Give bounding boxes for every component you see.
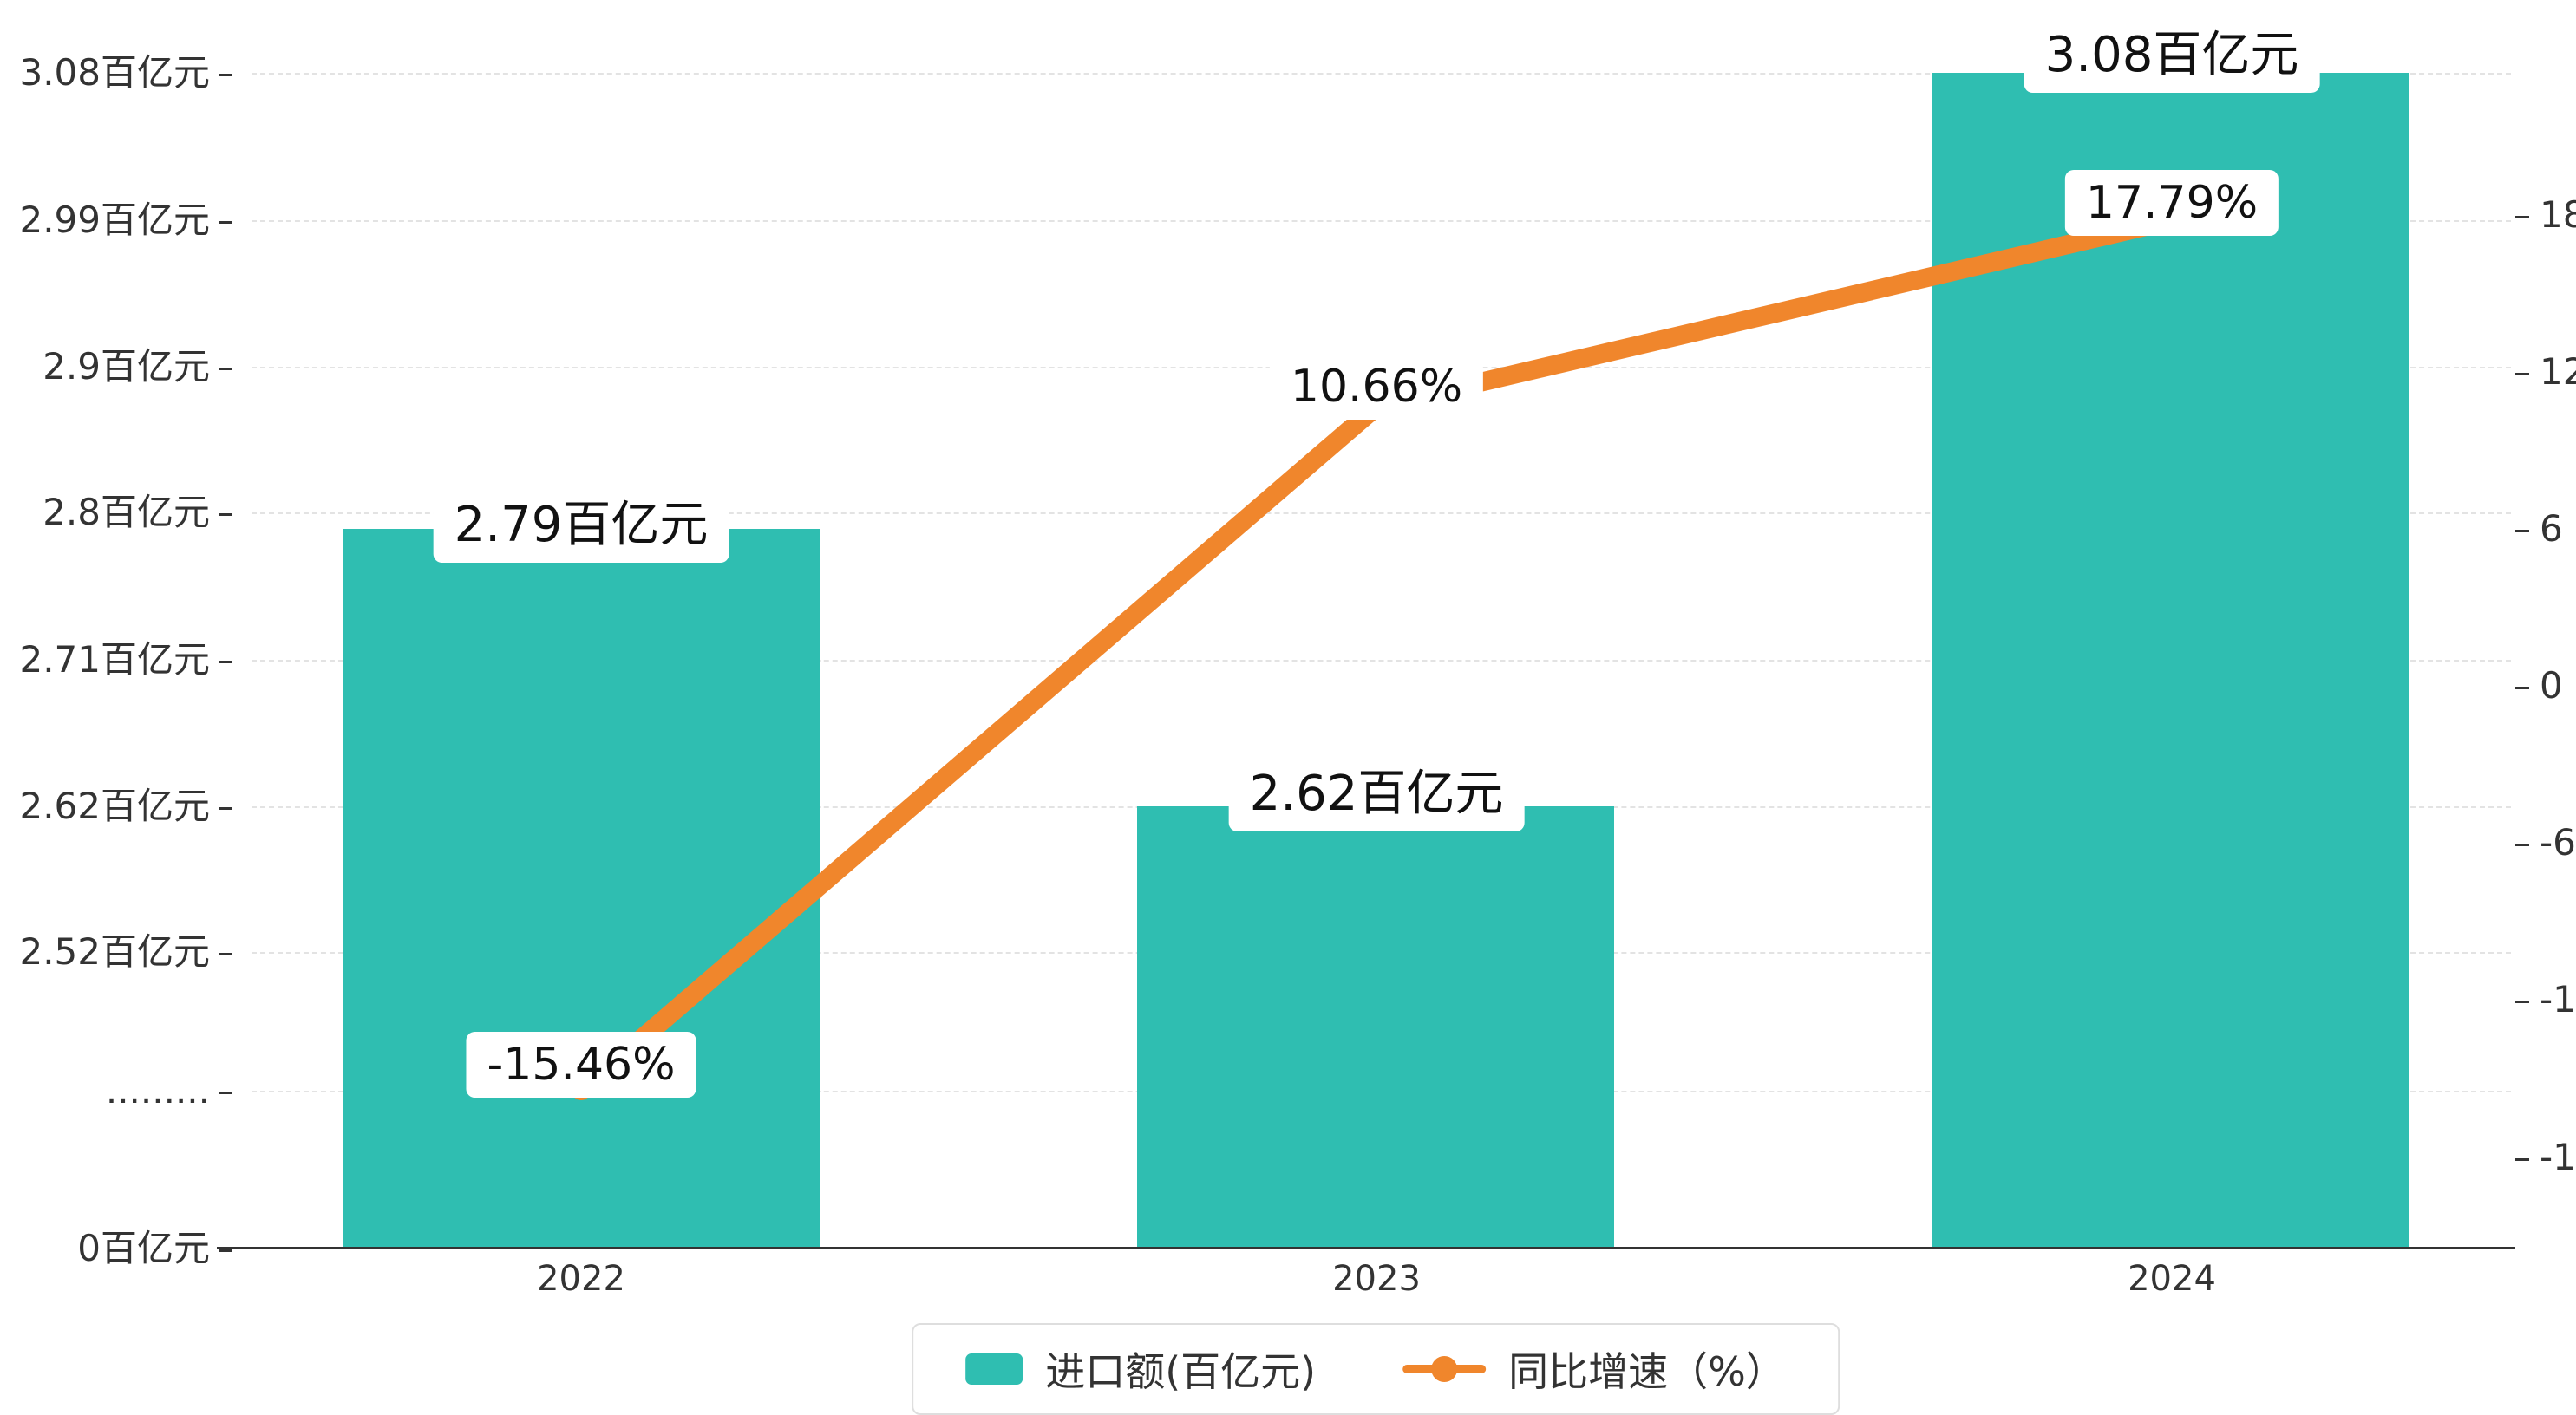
legend-label-imports: 进口额(百亿元) bbox=[1045, 1348, 1317, 1395]
bar-value-label: 2.79百亿元 bbox=[433, 479, 729, 563]
y-axis-tick-label: 2.62百亿元 bbox=[0, 782, 232, 831]
gridline bbox=[252, 73, 2511, 75]
legend: 进口额(百亿元) 同比增速（%） bbox=[912, 1323, 1840, 1415]
bar-2023[interactable] bbox=[1137, 806, 1614, 1249]
line-value-label: 17.79% bbox=[2064, 170, 2279, 236]
x-axis-line bbox=[217, 1247, 2515, 1249]
y-axis-tick-label: 2.52百亿元 bbox=[0, 928, 232, 976]
bar-value-label: 3.08百亿元 bbox=[2024, 9, 2320, 93]
bar-2022[interactable] bbox=[343, 529, 820, 1249]
right-axis-tick-label: 6 bbox=[2515, 505, 2563, 553]
bar-value-label: 2.62百亿元 bbox=[1228, 747, 1525, 831]
right-axis-tick-label: 0 bbox=[2515, 662, 2563, 710]
legend-item-imports[interactable]: 进口额(百亿元) bbox=[965, 1340, 1316, 1398]
right-axis-tick-label: 12 bbox=[2515, 348, 2576, 396]
y-axis-tick-label: 3.08百亿元 bbox=[0, 49, 232, 97]
line-value-label: -15.46% bbox=[466, 1032, 696, 1098]
y-axis-tick-label: 2.8百亿元 bbox=[0, 488, 232, 537]
y-axis-tick-label: 2.9百亿元 bbox=[0, 342, 232, 391]
legend-item-growth[interactable]: 同比增速（%） bbox=[1402, 1340, 1786, 1398]
bar-2024[interactable] bbox=[1932, 73, 2409, 1249]
line-value-label: 10.66% bbox=[1269, 354, 1484, 420]
line-swatch-dot bbox=[1431, 1356, 1458, 1382]
right-axis-tick-label: 18 bbox=[2515, 191, 2576, 239]
right-axis-tick-label: -12 bbox=[2515, 975, 2576, 1024]
y-axis-break-label: ......... bbox=[0, 1066, 232, 1115]
bar-series-swatch-icon bbox=[965, 1353, 1023, 1385]
y-axis-tick-label: 2.71百亿元 bbox=[0, 636, 232, 684]
x-axis-label-2024: 2024 bbox=[2128, 1259, 2216, 1299]
right-axis-tick-label: -6 bbox=[2515, 818, 2576, 867]
x-axis-label-2023: 2023 bbox=[1332, 1259, 1421, 1299]
x-axis-label-2022: 2022 bbox=[537, 1259, 625, 1299]
line-series-swatch-icon bbox=[1402, 1353, 1487, 1385]
legend-label-growth: 同比增速（%） bbox=[1508, 1348, 1786, 1395]
y-axis-tick-label: 2.99百亿元 bbox=[0, 196, 232, 245]
right-axis-tick-label: -18 bbox=[2515, 1133, 2576, 1182]
y-axis-tick-label: 0百亿元 bbox=[0, 1224, 232, 1273]
